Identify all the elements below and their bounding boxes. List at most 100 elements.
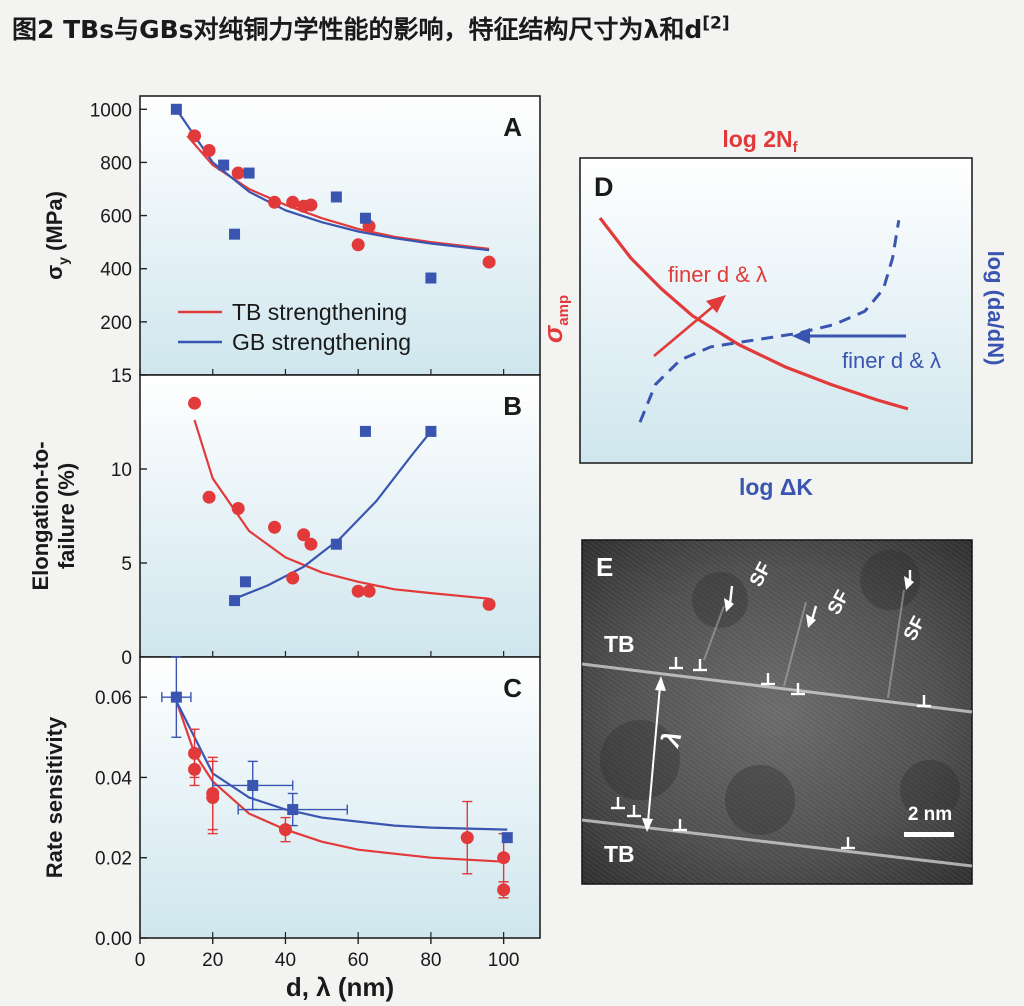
data-point-tb	[286, 195, 300, 209]
data-point-tb	[482, 597, 496, 611]
legend-label: TB strengthening	[232, 299, 407, 325]
data-point-tb	[286, 571, 300, 585]
stacking-fault	[887, 589, 905, 699]
right-axis-label: log (da/dN)	[983, 251, 1008, 366]
lambda-arrow-head	[642, 818, 653, 832]
data-point-gb	[239, 576, 251, 588]
data-point-gb	[229, 228, 241, 240]
data-point-gb	[330, 538, 342, 550]
data-point-tb	[231, 501, 245, 515]
fit-line-tb	[175, 700, 504, 863]
y-axis-label: Elongation-to-failure (%)	[28, 441, 79, 590]
panel-b: B 0 5 10 15 Elongation-to-failure (%)	[28, 366, 541, 669]
stacking-fault	[703, 605, 725, 661]
data-point-gb	[287, 804, 299, 816]
x-tick-label: 0	[135, 950, 146, 971]
plot-area	[139, 95, 541, 376]
legend-label: GB strengthening	[232, 329, 411, 355]
data-point-tb	[268, 520, 282, 534]
panel-letter: E	[596, 552, 613, 582]
tb-label: TB	[604, 631, 635, 657]
scale-bar	[904, 832, 954, 837]
data-point-tb	[231, 166, 245, 180]
data-point-tb	[202, 490, 216, 504]
data-point-tb	[460, 831, 474, 845]
x-tick-label: 100	[488, 950, 520, 971]
crack-growth-curve	[638, 219, 901, 423]
data-point-tb	[188, 396, 202, 410]
top-axis-label: log 2Nf	[722, 126, 798, 156]
contrast-blob	[725, 765, 795, 835]
y-tick-label: 200	[100, 313, 132, 334]
scale-bar-label: 2 nm	[908, 804, 952, 825]
data-point-gb	[170, 103, 182, 115]
panel-letter: C	[503, 673, 522, 703]
figure-caption: 图2 TBs与GBs对纯铜力学性能的影响，特征结构尺寸为λ和d[2]	[12, 13, 730, 44]
plot-area	[139, 656, 541, 939]
sf-arrow-head	[724, 598, 734, 612]
sf-arrow	[810, 605, 818, 621]
stacking-fault	[783, 601, 807, 687]
data-point-gb	[425, 425, 437, 437]
plot-area	[579, 157, 973, 464]
data-point-tb	[497, 883, 511, 897]
x-tick-label: 80	[420, 950, 441, 971]
lambda-arrow-head	[655, 676, 666, 691]
data-point-tb	[268, 195, 282, 209]
data-point-tb	[351, 584, 365, 598]
y-tick-label: 0.04	[95, 768, 132, 789]
y-tick-label: 0	[121, 648, 132, 669]
data-point-tb	[202, 143, 216, 157]
y-tick-label: 1000	[90, 100, 132, 121]
data-point-tb	[188, 746, 202, 760]
contrast-blob	[860, 550, 920, 610]
sf-arrow-head	[806, 614, 816, 628]
contrast-blob	[600, 720, 680, 800]
y-tick-label: 15	[111, 366, 132, 387]
tb-label: TB	[604, 841, 635, 867]
plot-area	[139, 374, 541, 658]
x-tick-label: 60	[348, 950, 369, 971]
fit-line-tb	[193, 419, 490, 600]
left-axis-label: σamp	[538, 295, 572, 343]
panel-a: A 200 400 600 800 1000 σy (MPa) TB strengthenin…	[42, 95, 541, 376]
fit-line-gb	[175, 700, 508, 831]
y-tick-label: 0.02	[95, 849, 132, 870]
bottom-axis-label: log ΔK	[739, 474, 813, 500]
data-point-tb	[304, 198, 318, 212]
data-point-tb	[188, 129, 202, 143]
data-point-tb	[188, 762, 202, 776]
data-point-gb	[330, 191, 342, 203]
blue-arrow-head	[792, 328, 810, 344]
y-tick-label: 0.00	[95, 929, 132, 950]
data-point-tb	[278, 823, 292, 837]
contrast-blob	[692, 572, 748, 628]
data-point-gb	[359, 212, 371, 224]
x-tick-label: 20	[202, 950, 223, 971]
data-point-tb	[497, 851, 511, 865]
data-point-gb	[247, 779, 259, 791]
data-point-gb	[425, 272, 437, 284]
sf-arrow	[728, 585, 734, 605]
y-tick-label: 5	[121, 554, 132, 575]
panel-letter: A	[503, 112, 522, 142]
y-tick-label: 10	[111, 460, 132, 481]
data-point-gb	[170, 691, 182, 703]
data-point-gb	[359, 425, 371, 437]
x-tick-label: 40	[275, 950, 296, 971]
data-point-tb	[351, 238, 365, 252]
data-point-tb	[206, 791, 220, 804]
red-arrow	[653, 303, 717, 357]
fit-line-gb	[175, 108, 490, 252]
annotation-red: finer d & λ	[668, 262, 767, 287]
data-point-tb	[304, 537, 318, 551]
panel-c: C 0.00 0.02 0.04 0.06 Rate sensitivity 0 20 40 60…	[42, 656, 541, 1002]
annotation-blue: finer d & λ	[842, 348, 941, 373]
red-arrow-head	[706, 295, 726, 313]
twin-boundary	[581, 662, 973, 714]
data-point-tb	[482, 255, 496, 269]
y-tick-label: 400	[100, 260, 132, 281]
